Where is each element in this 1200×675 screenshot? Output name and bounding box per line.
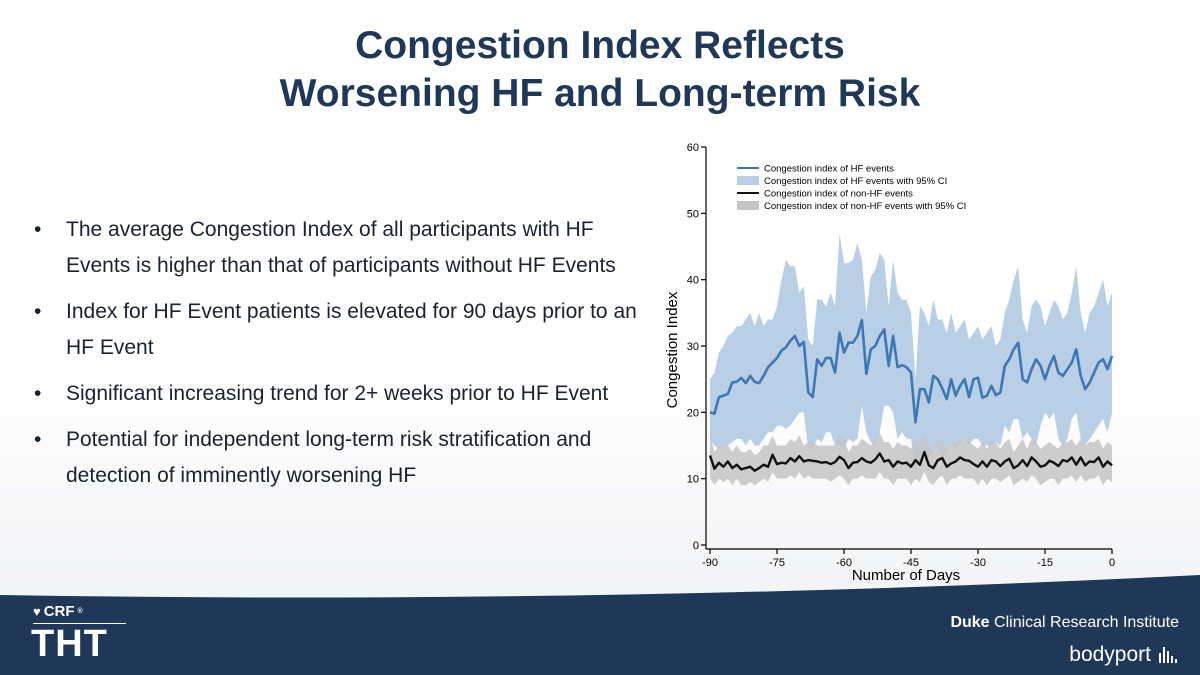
legend-label: Congestion index of non-HF events with 9… bbox=[764, 201, 966, 212]
heart-icon: ♥ bbox=[33, 604, 41, 619]
bodyport-icon bbox=[1159, 647, 1179, 663]
y-tick-label: 60 bbox=[687, 142, 699, 154]
title-line-2: Worsening HF and Long-term Risk bbox=[279, 72, 921, 115]
bullet-list: The average Congestion Index of all part… bbox=[30, 212, 640, 504]
legend-swatch bbox=[737, 176, 759, 185]
y-axis-label: Congestion Index bbox=[664, 291, 681, 408]
y-tick-label: 30 bbox=[687, 341, 699, 353]
x-axis-label: Number of Days bbox=[852, 567, 960, 584]
bodyport-logo: bodyport bbox=[1069, 643, 1179, 667]
legend-label: Congestion index of HF events bbox=[764, 164, 894, 175]
page-title: Congestion Index Reflects Worsening HF a… bbox=[0, 22, 1200, 118]
x-tick-label: -15 bbox=[1037, 557, 1053, 569]
x-tick-label: -45 bbox=[903, 557, 919, 569]
hf-ci-band bbox=[710, 233, 1112, 473]
title-line-1: Congestion Index Reflects bbox=[355, 24, 845, 67]
x-tick-label: -75 bbox=[769, 557, 785, 569]
y-tick-label: 10 bbox=[687, 474, 699, 486]
bullet-item: Potential for independent long-term risk… bbox=[30, 422, 640, 494]
logo-divider bbox=[33, 623, 126, 624]
hf-series-line bbox=[709, 318, 1114, 424]
y-tick-label: 50 bbox=[687, 208, 699, 220]
duke-logo: Duke Clinical Research Institute bbox=[950, 614, 1179, 632]
legend-swatch bbox=[737, 201, 759, 210]
tht-logo: THT bbox=[31, 623, 108, 665]
nonhf-series-line bbox=[708, 450, 1113, 472]
bullet-item: Significant increasing trend for 2+ week… bbox=[30, 376, 640, 412]
x-tick-label: -30 bbox=[970, 557, 986, 569]
x-tick-label: -60 bbox=[836, 557, 852, 569]
bullet-item: The average Congestion Index of all part… bbox=[30, 212, 640, 284]
legend-label: Congestion index of HF events with 95% C… bbox=[764, 176, 947, 187]
bodyport-logo-text: bodyport bbox=[1069, 643, 1151, 666]
bullet-item: Index for HF Event patients is elevated … bbox=[30, 294, 640, 366]
legend-label: Congestion index of non-HF events bbox=[764, 189, 913, 200]
congestion-index-chart: 0 10 20 30 40 50 60 -90 -75 -60 -45 -30 -15 0 Number o… bbox=[664, 142, 1115, 584]
crf-logo-text: CRF bbox=[43, 603, 75, 620]
duke-logo-rest: Clinical Research Institute bbox=[989, 614, 1179, 631]
x-tick-label: 0 bbox=[1109, 557, 1115, 569]
x-tick-label: -90 bbox=[702, 557, 718, 569]
nonhf-ci-band bbox=[710, 432, 1112, 486]
y-tick-label: 0 bbox=[693, 540, 699, 552]
duke-logo-bold: Duke bbox=[950, 614, 990, 631]
footer-band bbox=[0, 575, 1200, 675]
y-tick-label: 20 bbox=[687, 407, 699, 419]
y-tick-label: 40 bbox=[687, 275, 699, 287]
crf-logo: ♥ CRF ® bbox=[33, 603, 83, 620]
